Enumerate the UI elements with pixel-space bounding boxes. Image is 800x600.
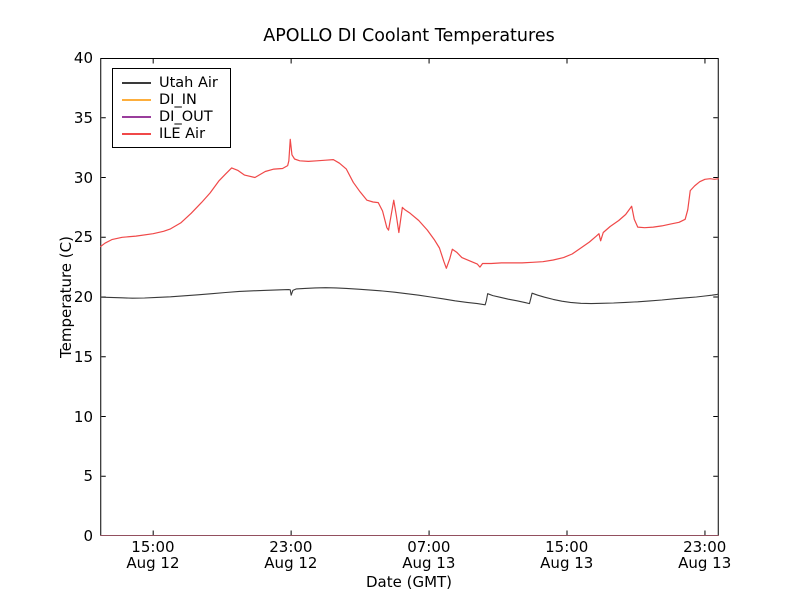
y-tick-label: 25 <box>73 228 93 247</box>
legend-item-utah-air: Utah Air <box>122 74 230 91</box>
y-tick-label: 15 <box>73 347 93 366</box>
chart-title: APOLLO DI Coolant Temperatures <box>263 26 555 46</box>
y-tick-label: 5 <box>83 467 93 486</box>
x-axis-label: Date (GMT) <box>365 573 453 591</box>
legend-item-di-out: DI_OUT <box>122 108 230 125</box>
series-line-utah-air <box>100 287 719 306</box>
legend-line-ile-air <box>122 132 151 135</box>
legend-line-di-in <box>122 98 151 101</box>
legend-line-utah-air <box>122 81 151 84</box>
x-tick-label: 23:00 Aug 12 <box>243 539 339 572</box>
x-tick-date: Aug 13 <box>540 553 594 572</box>
x-tick-date: Aug 12 <box>126 553 180 572</box>
legend: Utah Air DI_IN DI_OUT ILE Air <box>112 68 231 148</box>
y-tick-label: 0 <box>83 527 93 545</box>
x-tick-label: 07:00 Aug 13 <box>381 539 477 572</box>
legend-item-di-in: DI_IN <box>122 91 230 108</box>
legend-item-ile-air: ILE Air <box>122 125 230 142</box>
y-tick-label: 20 <box>73 288 93 306</box>
x-tick-label: 15:00 Aug 12 <box>105 539 201 572</box>
x-tick-label: 23:00 Aug 13 <box>657 539 753 572</box>
legend-label-ile-air: ILE Air <box>159 125 206 142</box>
x-tick-date: Aug 13 <box>402 553 456 572</box>
plot-area <box>100 58 719 536</box>
y-tick-label: 35 <box>73 108 93 127</box>
y-tick-label: 40 <box>73 49 93 67</box>
y-tick-label: 10 <box>73 407 93 426</box>
x-tick-date: Aug 13 <box>678 553 732 572</box>
y-axis-label: Temperature (C) <box>57 236 75 358</box>
x-tick-date: Aug 12 <box>264 553 318 572</box>
legend-label-di-out: DI_OUT <box>159 108 213 125</box>
series-line-ile-air <box>100 138 719 269</box>
y-tick-label: 30 <box>73 168 93 187</box>
legend-line-di-out <box>122 115 151 118</box>
x-tick-label: 15:00 Aug 13 <box>519 539 615 572</box>
legend-label-di-in: DI_IN <box>159 91 197 108</box>
legend-label-utah-air: Utah Air <box>159 74 218 91</box>
